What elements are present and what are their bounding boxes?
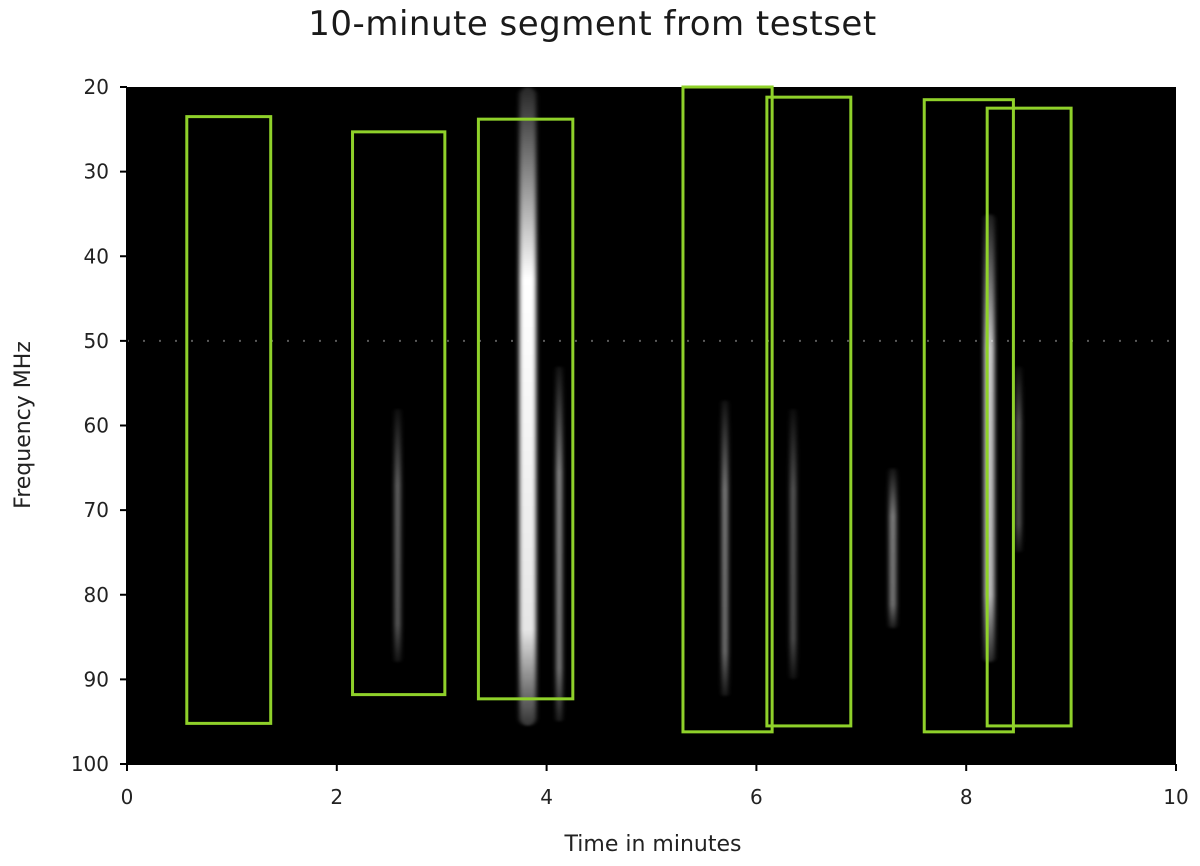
detection-box-4 [681,85,774,734]
burst-4 [721,400,729,697]
detection-box-6 [922,98,1015,734]
y-tick-label: 30 [84,160,109,184]
burst-1 [519,87,537,726]
burst-2 [556,366,563,722]
chart-title: 10-minute segment from testset [308,4,877,44]
burst-8 [889,467,897,629]
detection-box-5 [765,95,853,728]
y-tick-label: 70 [84,498,109,522]
x-tick-label: 2 [330,785,343,809]
y-tick-label: 40 [84,244,109,268]
y-tick-label: 100 [71,752,109,776]
detection-box-3 [476,117,575,701]
detection-box-7 [985,106,1073,728]
detection-box-1 [185,115,273,725]
burst-3 [394,408,401,663]
y-tick-label: 60 [84,414,109,438]
detection-boxes [185,85,1073,734]
x-tick-label: 0 [121,785,134,809]
x-tick-label: 4 [540,785,553,809]
detection-box-2 [351,130,447,697]
y-tick-label: 90 [84,667,109,691]
x-tick-label: 8 [960,785,973,809]
plot-background [127,87,1176,764]
burst-5 [789,408,797,680]
y-tick-label: 50 [84,329,109,353]
bursts-layer [394,87,1022,726]
axes: 0 2 4 6 8 10 20 30 40 50 60 70 80 90 100 [71,75,1189,809]
y-tick-label: 20 [84,75,109,99]
y-tick-label: 80 [84,583,109,607]
x-axis-title: Time in minutes [564,832,742,857]
y-axis-title: Frequency MHz [11,341,36,509]
x-tick-label: 10 [1163,785,1188,809]
x-tick-label: 6 [750,785,763,809]
burst-7 [1016,366,1022,553]
burst-6 [984,213,995,663]
